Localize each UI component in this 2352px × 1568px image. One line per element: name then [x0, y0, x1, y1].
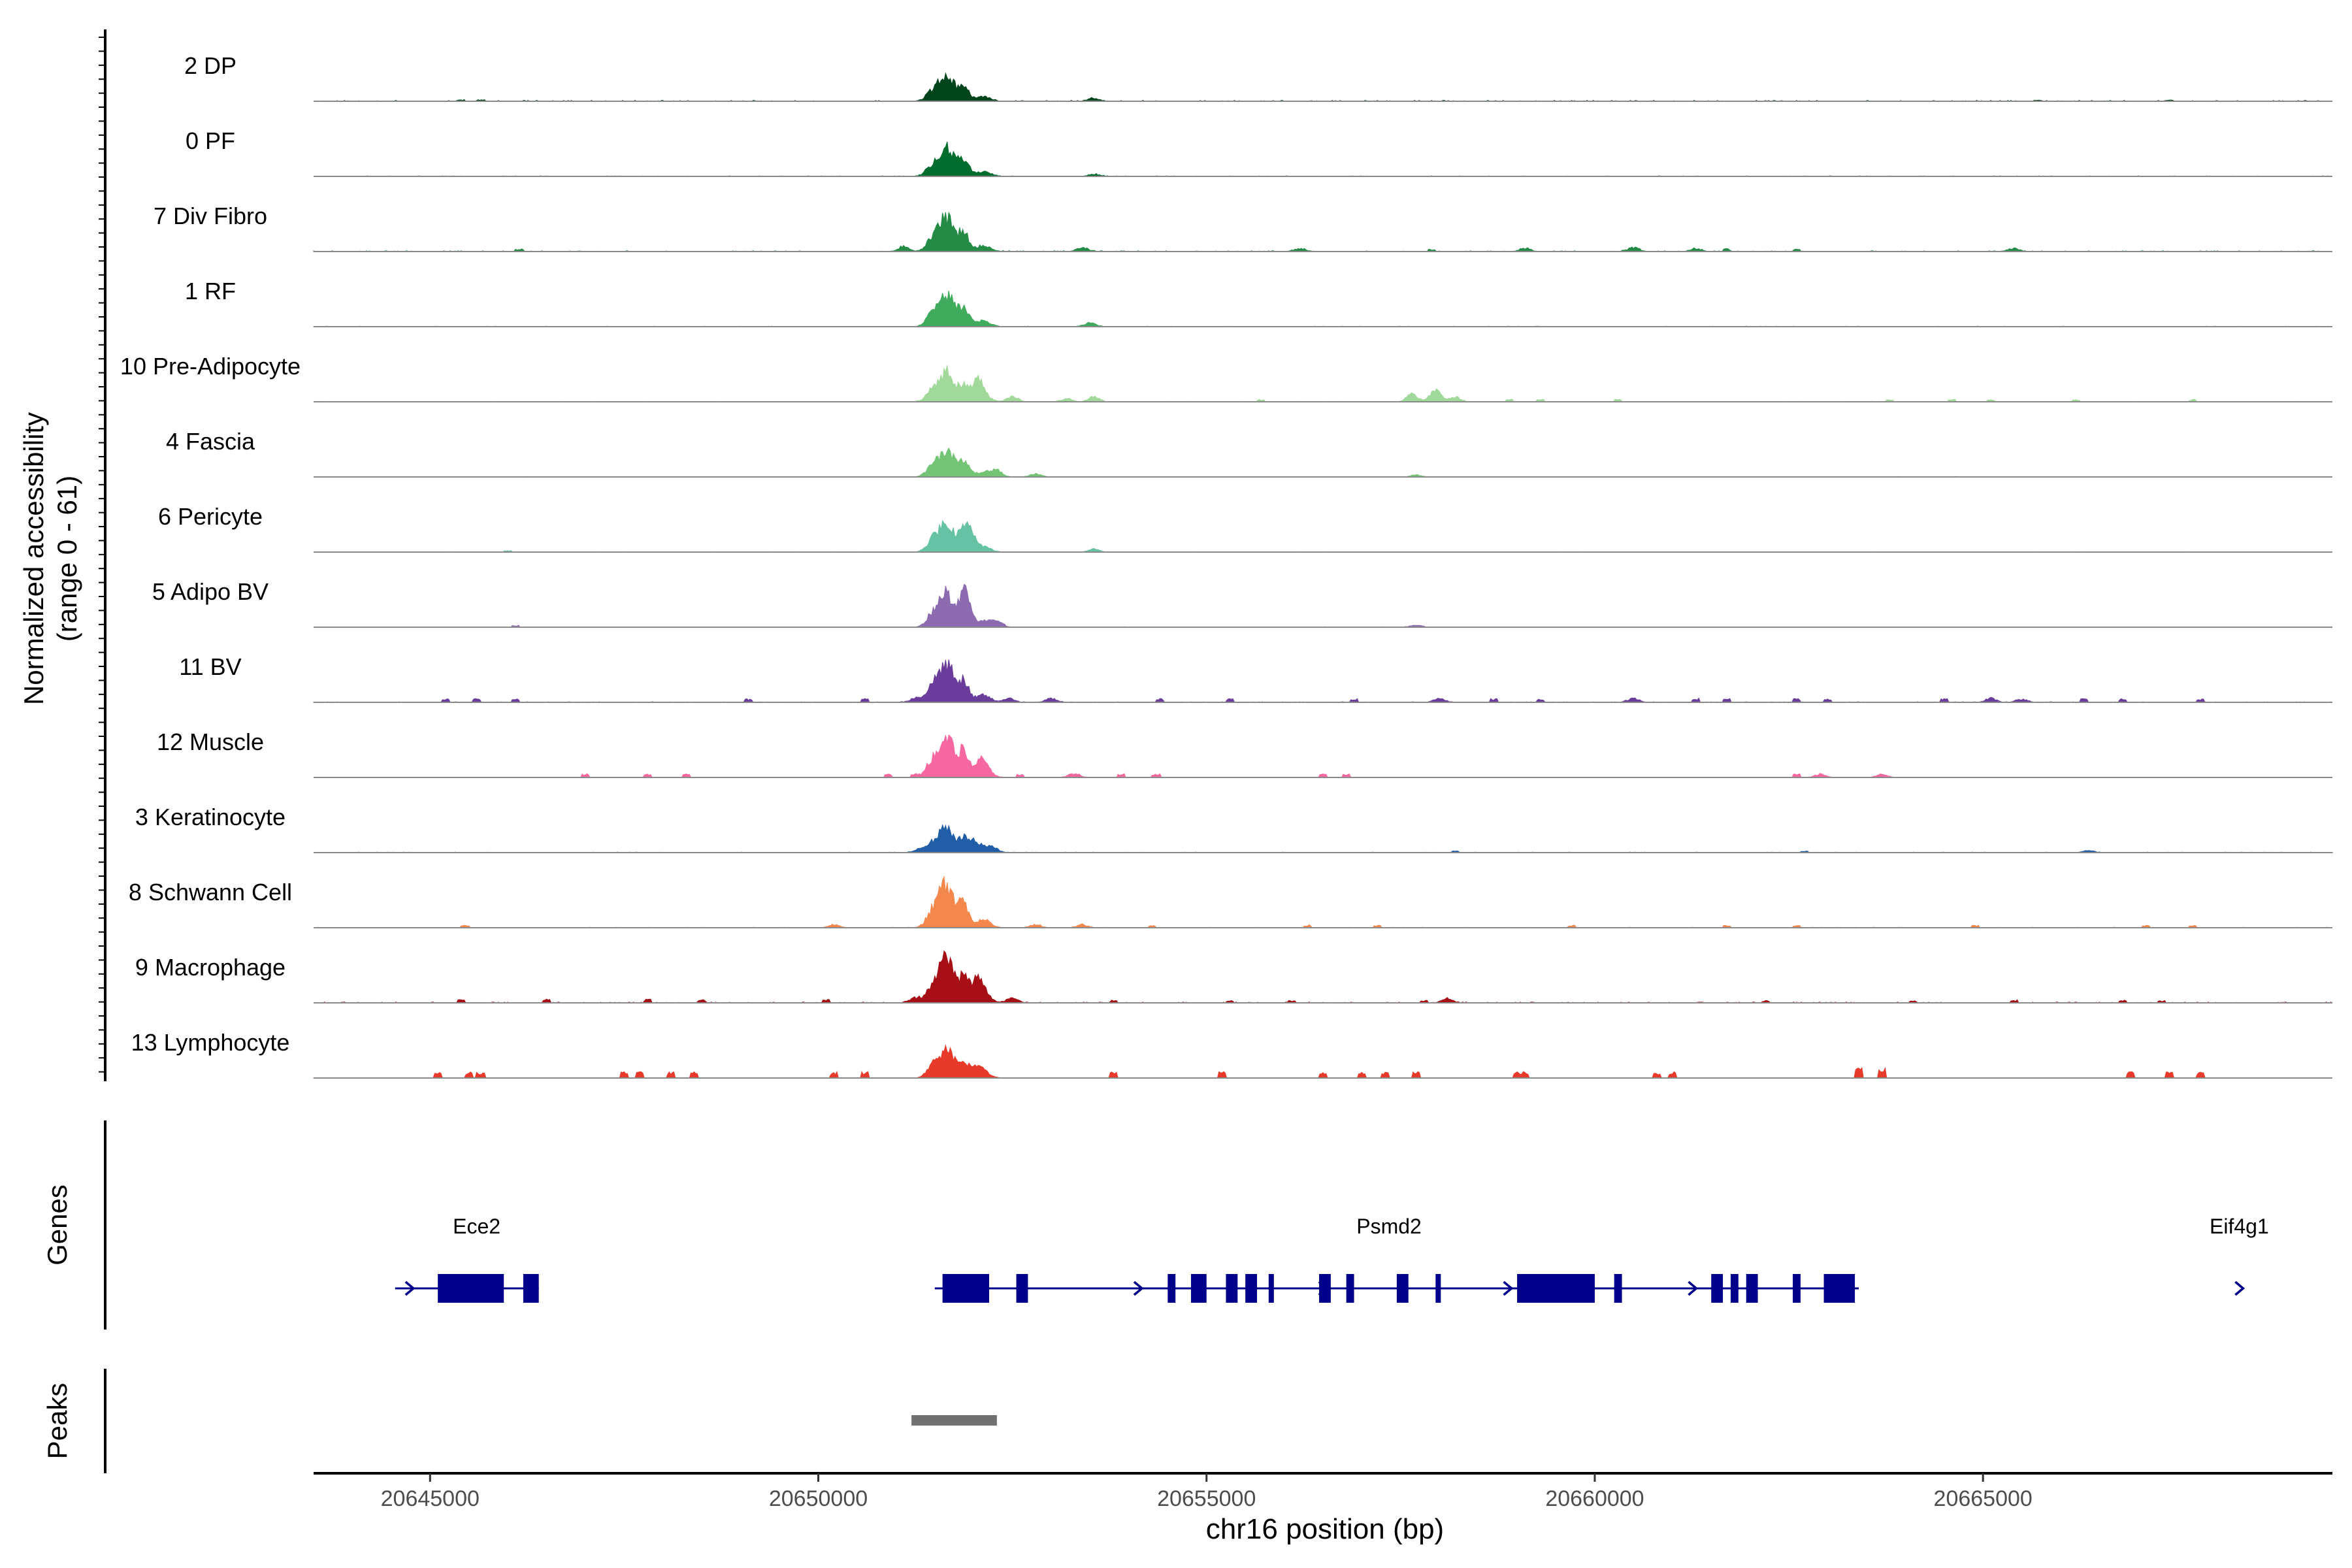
track-label: 7 Div Fibro: [154, 203, 267, 229]
track-label: 6 Pericyte: [158, 503, 263, 530]
y-axis-label-line2: (range 0 - 61): [52, 476, 82, 642]
track-0-pf: 0 PF: [186, 127, 2332, 177]
exon: [1016, 1274, 1028, 1303]
gene-models: Ece2 Psmd2 Eif4g1: [395, 1215, 2269, 1303]
strand-arrow-icon: [1688, 1281, 1699, 1296]
exon: [1517, 1274, 1595, 1303]
exon: [1730, 1274, 1739, 1303]
strand-arrow-icon: [2234, 1281, 2246, 1296]
exon: [1190, 1274, 1207, 1303]
track-11-bv: 11 BV: [179, 653, 2333, 703]
exon: [1346, 1274, 1354, 1303]
track-label: 1 RF: [185, 278, 236, 304]
exon: [1319, 1274, 1331, 1303]
x-tick-label: 20645000: [381, 1486, 480, 1511]
track-label: 9 Macrophage: [135, 954, 286, 981]
exon: [1268, 1274, 1274, 1303]
exon: [1614, 1274, 1622, 1303]
y-axis-label-line1: Normalized accessibility: [18, 412, 49, 705]
coverage-tracks: 2 DP 0 PF 7 Div Fibro 1 RF 10 Pre-Adipocyte 4…: [120, 52, 2333, 1079]
track-10-pre-adipocyte: 10 Pre-Adipocyte: [120, 353, 2332, 402]
exon: [1226, 1274, 1238, 1303]
exon: [523, 1274, 539, 1303]
exon: [1435, 1274, 1441, 1303]
track-label: 12 Muscle: [157, 728, 264, 755]
track-label: 10 Pre-Adipocyte: [120, 353, 301, 380]
x-tick-label: 20650000: [769, 1486, 868, 1511]
track-5-adipo-bv: 5 Adipo BV: [152, 578, 2332, 628]
track-label: 3 Keratinocyte: [135, 804, 286, 830]
peak-bar: [911, 1415, 997, 1426]
exon: [1168, 1274, 1176, 1303]
exon: [1823, 1274, 1855, 1303]
strand-arrow-icon: [404, 1281, 416, 1296]
x-tick-label: 20665000: [1934, 1486, 2033, 1511]
track-8-schwann-cell: 8 Schwann Cell: [129, 875, 2332, 928]
exon: [1396, 1274, 1409, 1303]
gene-label: Psmd2: [1356, 1215, 1422, 1238]
peaks-track-label: Peaks: [42, 1383, 73, 1460]
track-12-muscle: 12 Muscle: [157, 728, 2333, 778]
track-9-macrophage: 9 Macrophage: [135, 950, 2333, 1004]
x-axis: 20645000 20650000 20655000 20660000 20665000: [314, 1472, 2332, 1511]
exon: [1793, 1274, 1801, 1303]
exon: [942, 1274, 989, 1303]
gene-psmd2: Psmd2: [934, 1215, 1859, 1303]
track-label: 8 Schwann Cell: [129, 879, 292, 906]
track-7-div-fibro: 7 Div Fibro: [154, 203, 2332, 252]
track-4-fascia: 4 Fascia: [166, 428, 2332, 478]
track-6-pericyte: 6 Pericyte: [158, 503, 2332, 553]
y-axis: [99, 29, 106, 1081]
track-label: 13 Lymphocyte: [131, 1029, 290, 1056]
strand-arrow-icon: [1503, 1281, 1514, 1296]
exon: [1746, 1274, 1758, 1303]
x-axis-label: chr16 position (bp): [1206, 1513, 1444, 1545]
gene-ece2: Ece2: [395, 1215, 539, 1303]
exon: [1711, 1274, 1723, 1303]
track-label: 5 Adipo BV: [152, 578, 269, 605]
gene-label: Eif4g1: [2210, 1215, 2269, 1238]
track-3-keratinocyte: 3 Keratinocyte: [135, 804, 2333, 853]
track-label: 2 DP: [184, 52, 237, 79]
track-1-rf: 1 RF: [185, 278, 2332, 327]
track-label: 0 PF: [186, 127, 235, 154]
gene-eif4g1: Eif4g1: [2210, 1215, 2269, 1296]
gene-label: Ece2: [453, 1215, 500, 1238]
exon: [1245, 1274, 1257, 1303]
track-13-lymphocyte: 13 Lymphocyte: [131, 1029, 2332, 1079]
exon: [438, 1274, 504, 1303]
genes-track-label: Genes: [42, 1184, 73, 1266]
strand-arrow-icon: [1133, 1281, 1144, 1296]
x-tick-label: 20660000: [1545, 1486, 1644, 1511]
track-label: 11 BV: [179, 653, 241, 680]
x-tick-label: 20655000: [1157, 1486, 1256, 1511]
peak-regions: [911, 1415, 997, 1426]
track-label: 4 Fascia: [166, 428, 255, 455]
track-2-dp: 2 DP: [184, 52, 2333, 102]
